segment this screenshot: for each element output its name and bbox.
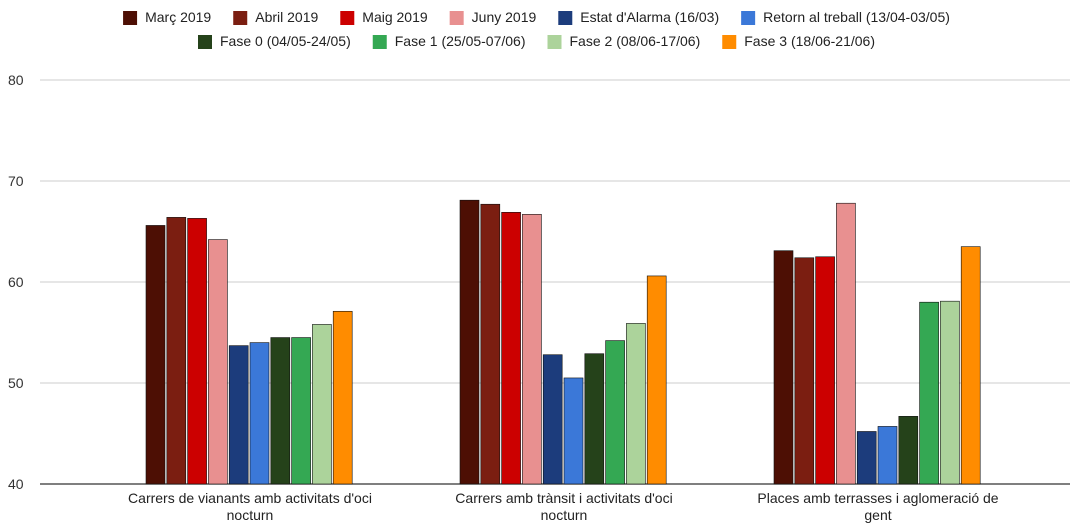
y-tick-label: 40 <box>8 476 24 492</box>
legend-swatch <box>198 35 212 49</box>
legend-swatch <box>372 35 387 49</box>
legend-swatch <box>558 11 573 25</box>
bar-9-2 <box>960 246 981 485</box>
legend-item: Fase 1 (25/05-07/06) <box>372 33 526 49</box>
category-label: Places amb terrasses i aglomeració de <box>757 490 998 506</box>
legend-item: Març 2019 <box>123 9 211 25</box>
legend-label: Maig 2019 <box>362 9 428 25</box>
bar-1-0 <box>166 217 187 485</box>
legend-item: Abril 2019 <box>233 9 318 25</box>
category-label: nocturn <box>541 507 588 523</box>
legend-label: Juny 2019 <box>472 9 537 25</box>
y-tick-label: 60 <box>8 274 24 290</box>
bar-6-1 <box>584 353 605 485</box>
legend-swatch <box>741 11 756 25</box>
bar-8-1 <box>626 323 646 485</box>
bar-4-2 <box>856 431 877 485</box>
legend-label: Abril 2019 <box>255 9 318 25</box>
bar-8-2 <box>940 300 960 485</box>
y-tick-label: 80 <box>8 72 24 88</box>
bar-5-2 <box>877 426 898 485</box>
bar-0-2 <box>773 250 794 485</box>
legend-item: Estat d'Alarma (16/03) <box>558 9 719 25</box>
bar-3-2 <box>836 202 856 485</box>
category-label: Carrers de vianants amb activitats d'oci <box>128 490 372 506</box>
bar-5-0 <box>249 342 270 485</box>
bar-9-0 <box>332 310 353 485</box>
bar-3-0 <box>208 239 228 485</box>
legend-label: Retorn al treball (13/04-03/05) <box>763 9 950 25</box>
legend-label: Fase 2 (08/06-17/06) <box>570 33 701 49</box>
bar-2-2 <box>815 256 835 485</box>
legend-label: Fase 3 (18/06-21/06) <box>744 33 875 49</box>
bar-7-1 <box>605 340 625 485</box>
bar-5-1 <box>563 377 584 485</box>
bar-9-1 <box>646 275 667 485</box>
legend-swatch <box>233 11 248 25</box>
legend-row: Març 2019 Abril 2019 Maig 2019 Juny 2019 Est… <box>123 9 950 25</box>
bar-6-0 <box>270 337 291 485</box>
legend-swatch <box>722 35 737 49</box>
bar-7-2 <box>919 301 939 485</box>
bar-0-1 <box>459 199 480 485</box>
y-tick-label: 70 <box>8 173 24 189</box>
legend-row: Fase 0 (04/05-24/05) Fase 1 (25/05-07/06)… <box>198 33 875 49</box>
legend-label: Fase 0 (04/05-24/05) <box>220 33 351 49</box>
bar-6-2 <box>898 416 919 485</box>
bar-1-2 <box>794 257 815 485</box>
bar-3-1 <box>522 214 542 485</box>
y-tick-label: 50 <box>8 375 24 391</box>
legend-swatch <box>340 11 355 25</box>
legend-label: Estat d'Alarma (16/03) <box>580 9 719 25</box>
category-label: Carrers amb trànsit i activitats d'oci <box>455 490 672 506</box>
legend-swatch <box>449 11 464 25</box>
legend: Març 2019 Abril 2019 Maig 2019 Juny 2019 Est… <box>123 9 950 49</box>
legend-item: Fase 2 (08/06-17/06) <box>547 33 701 49</box>
category-label: nocturn <box>227 507 274 523</box>
bar-4-0 <box>228 345 249 485</box>
bars <box>145 199 981 485</box>
legend-swatch <box>547 35 562 49</box>
category-label: gent <box>864 507 891 523</box>
legend-item: Maig 2019 <box>340 9 428 25</box>
x-axis-categories: Carrers de vianants amb activitats d'oci… <box>128 490 999 523</box>
y-axis-ticks: 40 50 60 70 80 <box>8 72 24 492</box>
bar-8-0 <box>312 324 332 485</box>
legend-label: Març 2019 <box>145 9 211 25</box>
legend-item: Retorn al treball (13/04-03/05) <box>741 9 950 25</box>
legend-item: Fase 3 (18/06-21/06) <box>722 33 875 49</box>
bar-7-0 <box>291 337 311 485</box>
legend-item: Fase 0 (04/05-24/05) <box>198 33 351 49</box>
bar-0-0 <box>145 225 166 485</box>
legend-item: Juny 2019 <box>449 9 537 25</box>
bar-4-1 <box>542 354 563 485</box>
bar-2-1 <box>501 212 521 485</box>
bar-1-1 <box>480 203 501 485</box>
legend-label: Fase 1 (25/05-07/06) <box>395 33 526 49</box>
bar-2-0 <box>187 218 207 485</box>
legend-swatch <box>123 11 138 25</box>
